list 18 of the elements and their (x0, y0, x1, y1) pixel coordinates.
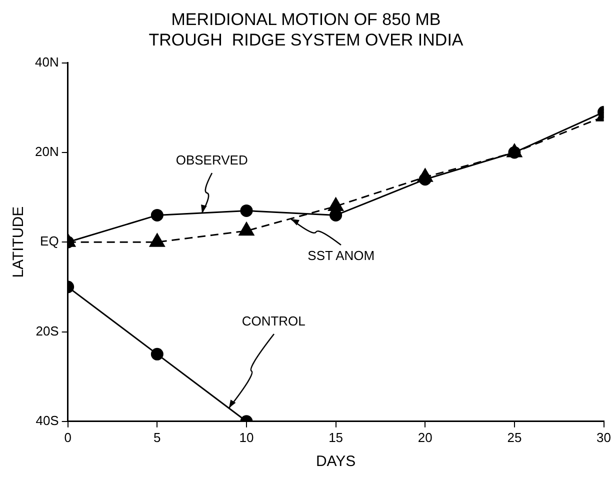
y-tick-label: 40N (34, 54, 59, 70)
x-tick-label: 10 (239, 430, 254, 445)
x-tick-label: 30 (596, 430, 612, 445)
chart-title: MERIDIONAL MOTION OF 850 MB TROUGH RIDGE SYSTEM OVER INDIA (148, 10, 464, 50)
y-tick-label: 20S (36, 323, 60, 338)
x-tick-label: 20 (418, 430, 432, 445)
x-axis-title: DAYS (316, 453, 356, 470)
x-tick-label: 0 (64, 430, 72, 445)
x-tick-label: 5 (154, 430, 161, 445)
annotation: CONTROL (242, 314, 306, 329)
annotation: SST ANOM (308, 248, 375, 264)
y-tick-label: EQ (40, 234, 59, 249)
x-tick-label: 25 (507, 430, 522, 445)
y-axis-title: LATITUDE (10, 206, 28, 278)
x-tick-label: 15 (328, 430, 344, 445)
y-tick-label: 20N (34, 144, 59, 160)
y-tick-label: 40S (36, 412, 60, 428)
annotation: OBSERVED (176, 152, 248, 168)
